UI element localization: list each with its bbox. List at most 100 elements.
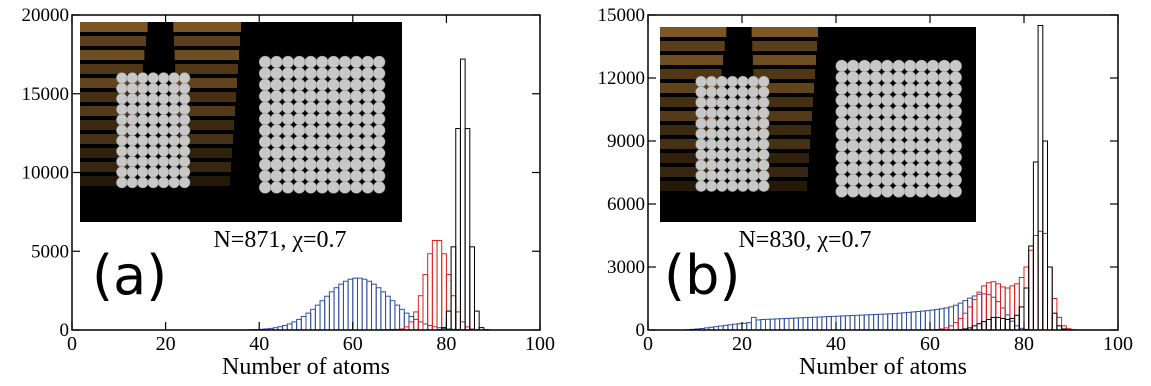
x-tick-label: 60 (920, 333, 940, 355)
histogram-bar (441, 253, 447, 331)
inset-sphere (315, 89, 329, 103)
inset-sphere (949, 59, 962, 73)
histogram-bar (929, 309, 936, 331)
inset-sphere (157, 93, 170, 105)
histogram-bar (380, 291, 387, 331)
inset-pillar (80, 92, 140, 102)
inset-sphere (126, 82, 139, 95)
inset-sphere (915, 173, 928, 187)
histogram-bar (333, 287, 340, 331)
inset-sphere (926, 139, 940, 153)
inset-sphere (726, 159, 739, 171)
inset-sphere (327, 101, 340, 114)
inset-sphere (168, 176, 180, 189)
inset-sphere (258, 112, 272, 126)
inset-sphere (747, 96, 760, 109)
inset-sphere (881, 162, 894, 175)
histogram-bar (1004, 287, 1011, 331)
inset-sphere (178, 103, 191, 116)
histogram-bar (985, 282, 992, 331)
inset-sphere (949, 139, 962, 153)
inset-sphere (869, 150, 883, 164)
x-tick-label: 40 (826, 333, 846, 355)
inset-sphere (126, 166, 139, 178)
inset-sphere (304, 135, 317, 149)
inset-sphere (938, 105, 951, 118)
histogram-bar (1023, 287, 1030, 331)
inset-sphere (903, 139, 917, 153)
inset-sphere (915, 150, 928, 164)
inset-sphere (315, 101, 329, 114)
inset-sphere (716, 107, 728, 119)
inset-sphere (327, 78, 340, 92)
inset-sphere (147, 134, 159, 147)
inset-sphere (938, 185, 951, 198)
inset-sphere (137, 103, 149, 116)
inset-pillar (660, 181, 709, 191)
histogram-bar (413, 318, 419, 331)
inset-sphere (835, 150, 848, 164)
inset-pillar (80, 148, 134, 158)
inset-sphere (338, 55, 352, 69)
inset-sphere (157, 82, 170, 95)
inset-sphere (361, 146, 374, 160)
inset-sphere (716, 96, 728, 109)
inset-sphere (304, 181, 317, 194)
inset-sphere (892, 185, 905, 198)
inset-sphere (168, 93, 180, 105)
inset-sphere (903, 150, 917, 164)
inset-sphere (304, 158, 317, 171)
inset-sphere (881, 105, 894, 118)
histogram-bar (976, 323, 983, 331)
inset-sphere (705, 128, 718, 140)
inset-sphere (338, 181, 352, 194)
inset-sphere (747, 180, 760, 192)
histogram-bar (901, 312, 907, 331)
inset-sphere (315, 181, 329, 194)
inset-pillar (80, 36, 147, 46)
histogram-bar (769, 318, 776, 331)
inset-pillar (755, 111, 812, 121)
inset-sphere (372, 89, 386, 103)
histogram-bar (413, 311, 419, 331)
inset-sphere (157, 155, 170, 168)
histogram-bar (1014, 283, 1020, 331)
inset-sphere (372, 146, 386, 160)
histogram-bar (431, 239, 438, 331)
inset-sphere (726, 169, 739, 182)
inset-pillar (751, 27, 818, 37)
histogram-bar (324, 295, 330, 331)
inset-sphere (869, 71, 883, 84)
inset-sphere (293, 158, 306, 171)
histogram-bar (924, 310, 931, 331)
inset-pillar (80, 162, 132, 172)
inset-sphere (168, 134, 180, 147)
histogram-bar (310, 308, 316, 331)
inset-sphere (926, 185, 940, 198)
histogram-bar (1009, 320, 1016, 331)
inset-sphere (270, 169, 283, 183)
inset-sphere (737, 159, 749, 171)
histogram-bar (1028, 245, 1034, 331)
inset-sphere (835, 59, 848, 73)
inset-pillar (179, 162, 231, 172)
histogram-bar (835, 315, 842, 331)
histogram-bar (1004, 314, 1011, 331)
inset-sphere (758, 138, 770, 151)
inset-sphere (846, 105, 860, 118)
inset-sphere (327, 124, 340, 137)
y-tick-label: 5000 (31, 241, 69, 262)
annotation: N=871, χ=0.7 (213, 227, 346, 253)
inset-sphere (835, 128, 848, 141)
inset-sphere (270, 89, 283, 103)
inset-sphere (372, 101, 386, 114)
inset-sphere (361, 181, 374, 194)
histogram-bar (910, 311, 917, 331)
inset-sphere (372, 55, 386, 69)
inset-sphere (858, 139, 871, 153)
inset-pillar (80, 50, 145, 60)
inset-sphere (270, 135, 283, 149)
inset-sphere (846, 162, 860, 175)
inset-sphere (157, 114, 170, 126)
inset-sphere (716, 86, 728, 98)
